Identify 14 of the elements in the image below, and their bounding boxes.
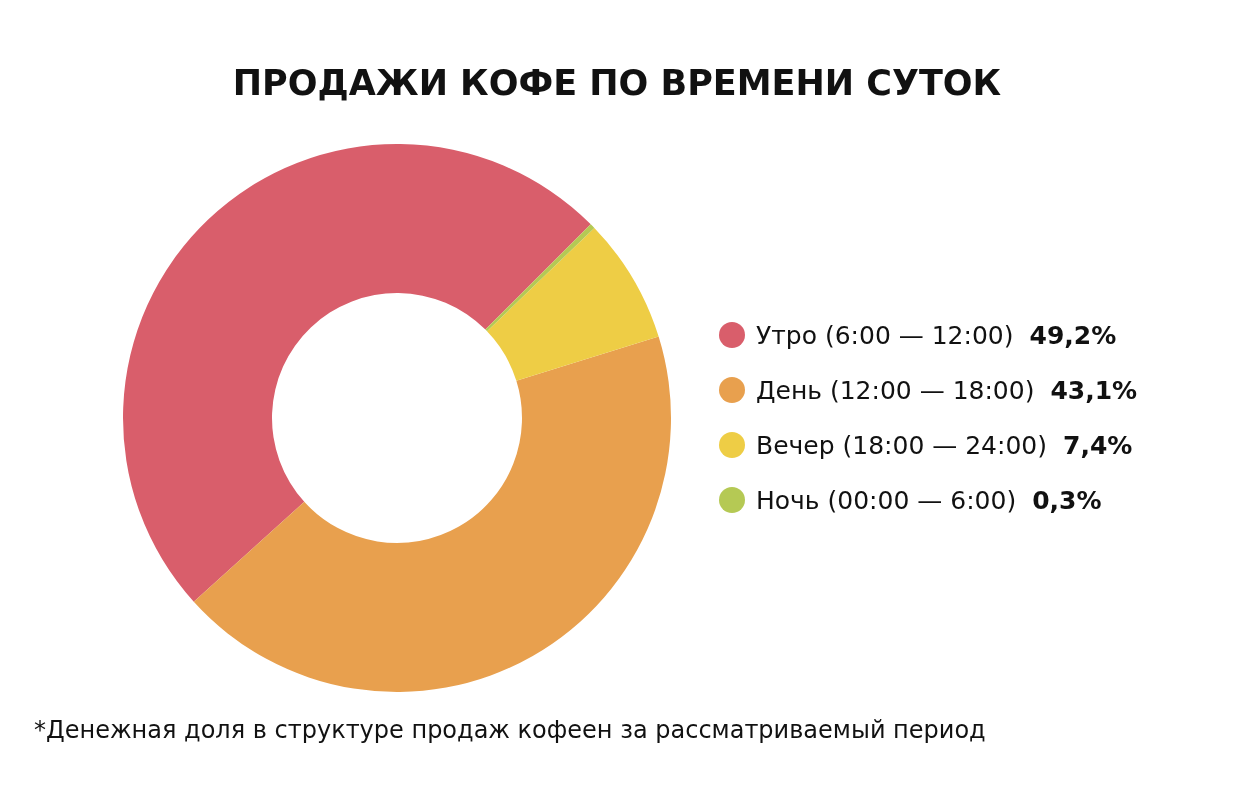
data-label: 49,2% xyxy=(1029,321,1117,350)
legend-label: День (12:00 — 18:00) xyxy=(756,376,1035,405)
legend-label: Вечер (18:00 — 24:00) xyxy=(756,431,1047,460)
legend-label: Утро (6:00 — 12:00) xyxy=(756,321,1014,350)
donut-slice xyxy=(123,144,591,602)
text: *Денежная доля в структуре продаж кофеен за рассматриваемый период xyxy=(34,716,986,744)
chart-title: ПРОДАЖИ КОФЕ ПО ВРЕМЕНИ СУТОК xyxy=(232,63,1002,103)
data-label: 43,1% xyxy=(1050,376,1138,405)
donut-slice xyxy=(487,227,659,381)
data-label: 7,4% xyxy=(1063,431,1133,460)
legend-label: Ночь (00:00 — 6:00) xyxy=(756,486,1017,515)
data-label: 0,3% xyxy=(1032,486,1102,515)
donut-slice xyxy=(485,224,595,332)
donut-slice xyxy=(193,336,671,692)
